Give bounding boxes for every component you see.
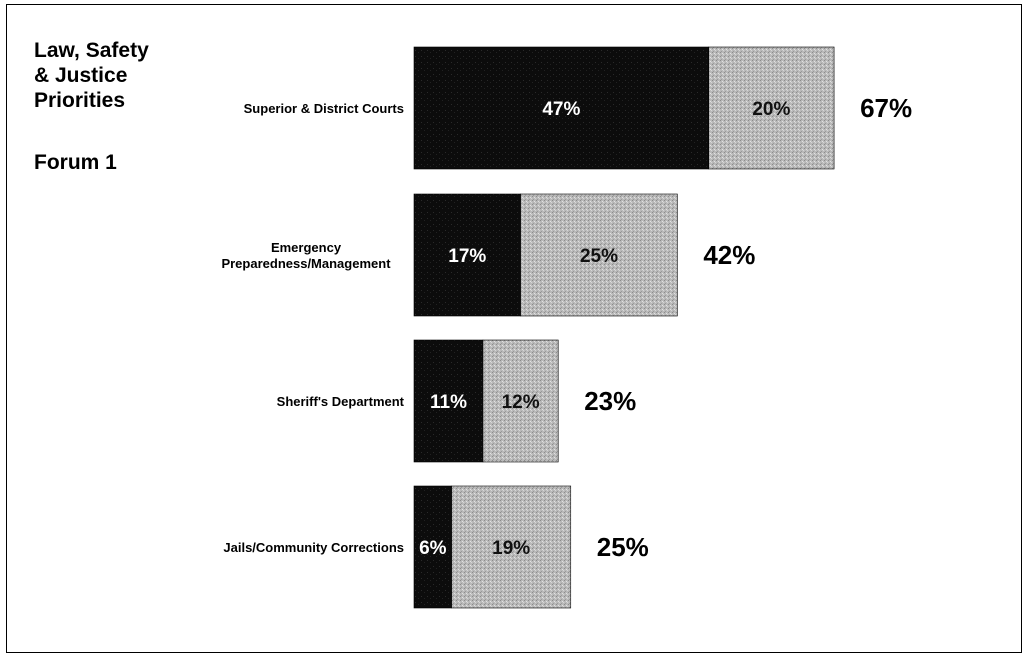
bar-value-label: 17%	[448, 246, 486, 267]
bar-segment-high	[413, 46, 709, 170]
bar-value-label: 6%	[419, 538, 447, 559]
category-label: Emergency Preparedness/Management	[221, 240, 391, 271]
bar-segment-second	[520, 193, 678, 317]
bar-value-label: 11%	[430, 392, 467, 413]
chart-subtitle: Forum 1	[34, 151, 117, 174]
total-label: 67%	[860, 93, 912, 123]
total-label: 23%	[584, 386, 636, 416]
total-label: 42%	[703, 240, 755, 270]
bar-value-label: 19%	[492, 538, 530, 559]
category-label: Jails/Community Corrections	[223, 540, 404, 555]
bar-segment-second	[482, 339, 559, 463]
bar-segment-high	[413, 485, 452, 609]
bar-value-label: 47%	[542, 99, 580, 120]
bar-value-label: 25%	[580, 246, 618, 267]
bar-segment-second	[708, 46, 835, 170]
total-label: 25%	[597, 532, 649, 562]
category-label: Superior & District Courts	[244, 101, 404, 116]
bar-segment-high	[413, 193, 521, 317]
chart-frame	[6, 4, 1022, 653]
bar-value-label: 12%	[502, 392, 540, 413]
chart-title: Law, Safety & Justice Priorities	[34, 39, 149, 112]
category-label: Sheriff's Department	[277, 394, 405, 409]
bar-value-label: 20%	[752, 99, 790, 120]
bar-segment-second	[451, 485, 572, 609]
